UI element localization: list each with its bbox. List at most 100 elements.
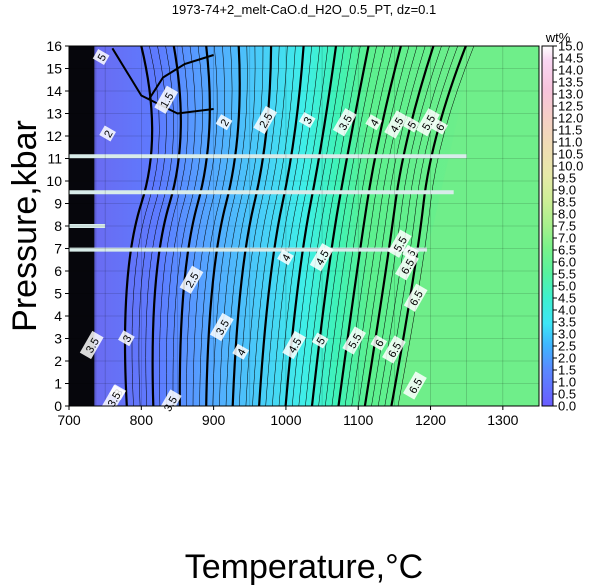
contour-label-box xyxy=(99,125,116,142)
contour-label: 6 xyxy=(373,338,386,349)
colorbar-tick-label: 1.5 xyxy=(558,363,576,378)
y-tick-label: 3 xyxy=(54,331,62,347)
colorbar-title: wt% xyxy=(545,30,571,45)
contour-label: 4 xyxy=(235,347,248,358)
contour-label: 5 xyxy=(96,52,109,63)
contour-label-box xyxy=(215,114,233,131)
colorbar-tick-label: 5.0 xyxy=(558,279,576,294)
contour-line xyxy=(165,46,196,406)
colorbar-tick-label: 1.0 xyxy=(558,375,576,390)
contour-label: 3 xyxy=(302,115,315,126)
contour-label-box xyxy=(232,343,250,360)
contour-line xyxy=(318,46,377,406)
contour-line xyxy=(384,46,458,406)
y-tick-label: 4 xyxy=(54,308,62,324)
contour-label-box xyxy=(416,108,440,137)
colorbar-tick-label: 8.5 xyxy=(558,195,576,210)
colorbar-tick-label: 12.5 xyxy=(558,99,583,114)
colorbar-tick-label: 6.5 xyxy=(558,243,576,258)
contour-line xyxy=(337,46,402,406)
contour-label-box xyxy=(298,111,316,129)
contour-label: 2 xyxy=(219,117,232,128)
colorbar-tick-label: 12.0 xyxy=(558,111,583,126)
y-tick-label: 10 xyxy=(46,173,62,189)
colorbar-tick-label: 8.0 xyxy=(558,207,576,222)
colorbar-tick-label: 2.5 xyxy=(558,339,576,354)
colorbar-tick-label: 14.0 xyxy=(558,63,583,78)
colorbar-tick-label: 15.0 xyxy=(558,39,583,54)
contour-label-box xyxy=(365,114,383,131)
colorbar-tick-label: 9.5 xyxy=(558,171,576,186)
contour-line xyxy=(278,46,329,406)
contour-line xyxy=(245,46,288,406)
contour-line xyxy=(225,46,264,406)
colorbar-tick-label: 5.5 xyxy=(558,267,576,282)
y-tick-label: 11 xyxy=(47,151,62,167)
y-tick-label: 1 xyxy=(54,376,62,392)
y-tick-label: 13 xyxy=(46,106,62,122)
contour-line xyxy=(310,46,370,406)
colorbar-tick-label: 10.0 xyxy=(558,159,583,174)
contour-label-box xyxy=(384,110,408,139)
colorbar-ticks: 0.00.51.01.52.02.53.03.54.04.55.05.56.06… xyxy=(553,39,583,414)
x-tick-label: 700 xyxy=(57,412,81,428)
colorbar-tick-label: 13.5 xyxy=(558,75,583,90)
contour-line xyxy=(272,46,321,406)
colorbar-tick-label: 7.5 xyxy=(558,219,576,234)
contour-label: 4 xyxy=(368,117,381,128)
contour-label-box xyxy=(309,243,334,272)
y-tick-label: 15 xyxy=(46,61,62,77)
contour-label-box xyxy=(382,335,406,364)
contour-label-box xyxy=(370,334,388,351)
y-tick-label: 9 xyxy=(54,196,62,212)
contour-label-box xyxy=(79,330,104,360)
y-tick-label: 14 xyxy=(46,83,62,99)
contour-line xyxy=(192,46,225,406)
contour-label-box xyxy=(253,105,278,135)
contour-label-box xyxy=(431,118,448,135)
colorbar-tick-label: 9.0 xyxy=(558,183,576,198)
contour-label: 6 xyxy=(434,122,447,133)
contour-line xyxy=(178,46,211,406)
contour-line xyxy=(377,46,450,406)
contour-line xyxy=(205,46,241,406)
colorbar-tick-label: 4.0 xyxy=(558,303,576,318)
colorbar-tick-label: 14.5 xyxy=(558,51,583,66)
y-tick-label: 16 xyxy=(46,38,62,54)
contour-line xyxy=(186,46,218,406)
contour-label: 2 xyxy=(102,129,115,140)
x-tick-label: 1100 xyxy=(343,412,373,428)
contour-line xyxy=(252,46,296,406)
contour-lines xyxy=(69,46,475,406)
contour-label-box xyxy=(402,116,420,133)
y-tick-label: 7 xyxy=(54,241,62,257)
contour-label-box xyxy=(209,312,234,342)
x-axis-title: Temperature,°C xyxy=(185,548,423,586)
contour-line xyxy=(331,46,394,406)
contour-label-box xyxy=(154,85,179,114)
chart-title: 1973-74+2_melt-CaO.d_H2O_0.5_PT, dz=0.1 xyxy=(171,2,437,17)
contour-label-box xyxy=(311,332,329,349)
plot-area: 1.52 2.5 3 3.5 4 4.5 5 5.562.53.54 4.5 5 5.5 6 6.54 4… xyxy=(68,45,540,418)
contour-line xyxy=(231,46,273,406)
x-tick-label: 900 xyxy=(202,412,226,428)
contour-line xyxy=(390,46,467,406)
colorbar-ramp xyxy=(541,45,554,407)
x-axis: 700 800 900 1000 1100 1200 1300 xyxy=(57,406,519,428)
contour-line xyxy=(284,46,338,406)
contour-line xyxy=(147,54,214,101)
contour-line xyxy=(371,46,442,406)
contour-label-box xyxy=(395,252,419,281)
y-tick-label: 12 xyxy=(46,128,62,144)
x-tick-label: 1300 xyxy=(487,412,518,428)
contour-label-box xyxy=(118,330,135,347)
contour-label-box xyxy=(282,330,307,360)
contour-label: 5 xyxy=(406,120,419,131)
x-tick-label: 1200 xyxy=(415,412,446,428)
contour-line xyxy=(151,46,182,406)
colorbar-tick-label: 6.0 xyxy=(558,255,576,270)
contour-line xyxy=(159,46,189,406)
data-gap-stripes xyxy=(69,154,467,252)
y-axis-title: Pressure,kbar xyxy=(6,120,44,332)
